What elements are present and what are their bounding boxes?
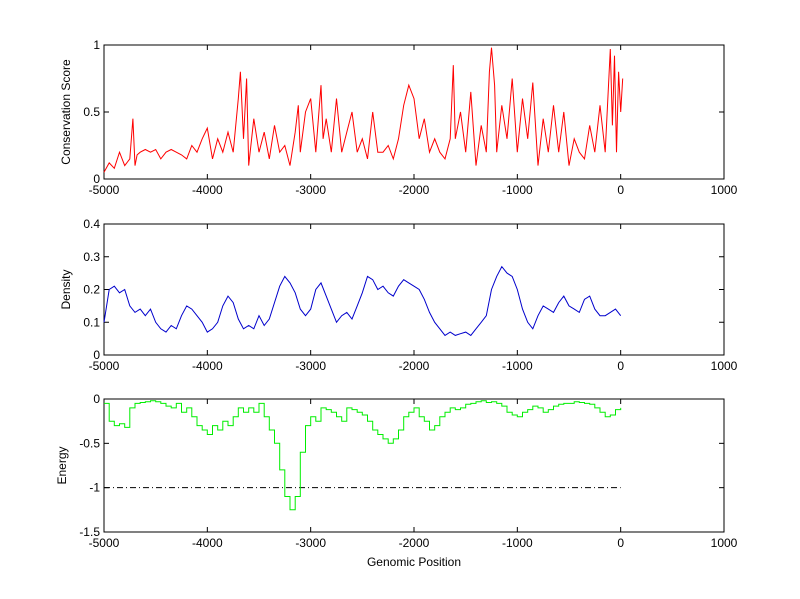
y-tick-label-density-1: 0.1 — [83, 315, 100, 329]
x-tick-label-energy-4: -1000 — [502, 536, 533, 550]
x-tick-label-conservation-1: -4000 — [192, 183, 223, 197]
series-line-conservation-0 — [103, 47, 624, 173]
x-tick-label-energy-2: -3000 — [295, 536, 326, 550]
chart-energy: -5000 -4000 -3000 -2000 -1000 0 1000 -1.5 -1 -0.5… — [55, 392, 738, 569]
x-tick-label-density-1: -4000 — [192, 359, 223, 373]
y-tick-label-conservation-0: 0 — [93, 172, 100, 186]
chart-density: -5000 -4000 -3000 -2000 -1000 0 1000 0 0.1 0.2 0.3… — [59, 217, 738, 373]
y-tick-label-energy-3: 0 — [93, 392, 100, 406]
x-tick-label-density-4: -1000 — [502, 359, 533, 373]
x-tick-label-energy-0: -5000 — [89, 536, 120, 550]
chart-conservation: -5000 -4000 -3000 -2000 -1000 0 1000 0 0.5 1 Conse… — [59, 38, 738, 197]
x-tick-label-conservation-0: -5000 — [89, 183, 120, 197]
x-tick-label-density-6: 1000 — [711, 359, 738, 373]
x-tick-label-conservation-2: -3000 — [295, 183, 326, 197]
y-tick-label-energy-0: -1.5 — [79, 525, 100, 539]
x-tick-label-energy-3: -2000 — [399, 536, 430, 550]
x-tick-label-conservation-3: -2000 — [399, 183, 430, 197]
x-tick-label-density-0: -5000 — [89, 359, 120, 373]
x-tick-label-conservation-4: -1000 — [502, 183, 533, 197]
x-axis-label-energy: Genomic Position — [367, 555, 461, 569]
x-tick-label-energy-6: 1000 — [711, 536, 738, 550]
y-axis-label-energy: Energy — [55, 446, 69, 484]
x-tick-label-density-3: -2000 — [399, 359, 430, 373]
x-tick-label-conservation-5: 0 — [617, 183, 624, 197]
x-tick-label-energy-5: 0 — [617, 536, 624, 550]
y-tick-label-density-3: 0.3 — [83, 250, 100, 264]
y-tick-label-conservation-1: 0.5 — [83, 105, 100, 119]
x-tick-label-conservation-6: 1000 — [711, 183, 738, 197]
x-tick-label-density-5: 0 — [617, 359, 624, 373]
y-tick-label-energy-1: -1 — [89, 481, 100, 495]
y-axis-label-density: Density — [59, 269, 73, 309]
y-tick-label-density-2: 0.2 — [83, 283, 100, 297]
plot-area-energy — [103, 398, 725, 533]
y-tick-label-conservation-2: 1 — [93, 38, 100, 52]
y-tick-label-density-0: 0 — [93, 348, 100, 362]
y-tick-label-energy-2: -0.5 — [79, 436, 100, 450]
x-tick-label-energy-1: -4000 — [192, 536, 223, 550]
plot-area-density — [103, 223, 725, 356]
series-line-density-0 — [103, 265, 622, 337]
y-tick-label-density-4: 0.4 — [83, 217, 100, 231]
y-axis-label-conservation: Conservation Score — [59, 59, 73, 165]
x-tick-label-density-2: -3000 — [295, 359, 326, 373]
series-line-energy-0 — [104, 400, 622, 511]
plot-area-conservation — [103, 44, 725, 180]
